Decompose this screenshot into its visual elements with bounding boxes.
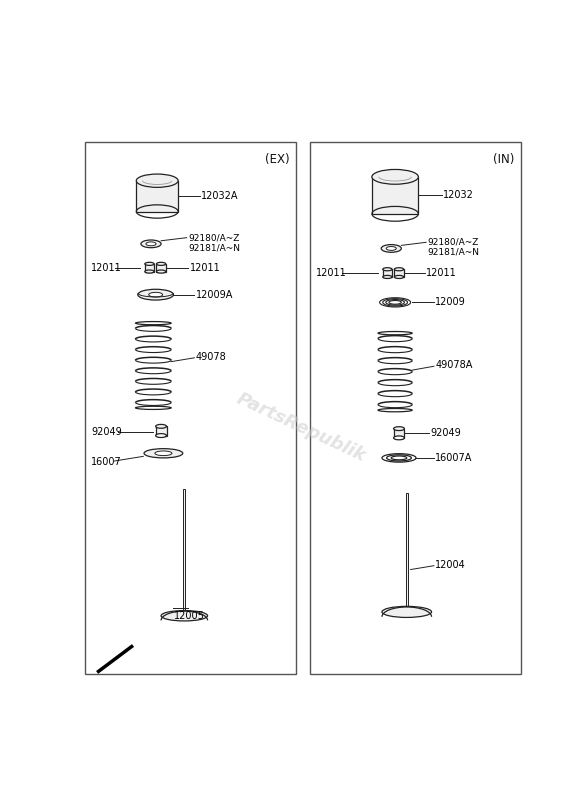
Text: (IN): (IN) — [493, 153, 514, 166]
Ellipse shape — [136, 174, 178, 187]
Ellipse shape — [383, 275, 392, 278]
Ellipse shape — [149, 292, 163, 297]
Text: 12009A: 12009A — [196, 290, 233, 300]
Text: 92181/A~N: 92181/A~N — [427, 248, 480, 257]
Ellipse shape — [382, 606, 432, 618]
Bar — [156, 264, 166, 271]
Text: 16007A: 16007A — [436, 453, 473, 463]
Text: (EX): (EX) — [265, 153, 290, 166]
Text: 12005: 12005 — [174, 610, 205, 621]
Ellipse shape — [393, 436, 405, 440]
Ellipse shape — [155, 451, 172, 455]
Text: 12009: 12009 — [436, 298, 466, 307]
Bar — [406, 493, 408, 612]
Text: 12011: 12011 — [316, 268, 347, 278]
Text: 92049: 92049 — [431, 428, 462, 438]
Bar — [136, 181, 178, 211]
Bar — [183, 489, 185, 616]
Ellipse shape — [156, 270, 166, 273]
Ellipse shape — [372, 170, 419, 184]
Text: 92180/A~Z: 92180/A~Z — [427, 238, 479, 246]
Text: 12004: 12004 — [436, 560, 466, 570]
Ellipse shape — [156, 434, 166, 438]
Ellipse shape — [156, 425, 166, 428]
Text: PartsRepublik: PartsRepublik — [234, 390, 369, 465]
Bar — [156, 426, 166, 435]
Ellipse shape — [156, 262, 166, 266]
Bar — [383, 270, 392, 277]
Bar — [85, 142, 296, 674]
Text: 12011: 12011 — [426, 268, 457, 278]
Text: 49078A: 49078A — [436, 361, 473, 370]
Text: 12032A: 12032A — [201, 191, 239, 201]
Text: 12011: 12011 — [91, 262, 122, 273]
Ellipse shape — [395, 268, 403, 270]
Ellipse shape — [141, 240, 161, 248]
Text: 49078: 49078 — [196, 352, 227, 362]
Text: 12032: 12032 — [443, 190, 474, 200]
Text: 92180/A~Z: 92180/A~Z — [188, 233, 239, 242]
Ellipse shape — [383, 268, 392, 270]
Bar — [393, 429, 405, 438]
Ellipse shape — [146, 242, 156, 246]
Text: 92181/A~N: 92181/A~N — [188, 243, 240, 252]
Ellipse shape — [145, 270, 154, 273]
Text: 92049: 92049 — [91, 427, 122, 438]
Ellipse shape — [161, 610, 208, 621]
Ellipse shape — [386, 246, 396, 250]
Ellipse shape — [138, 290, 173, 300]
Text: 16007: 16007 — [91, 457, 122, 466]
Text: 12011: 12011 — [190, 262, 220, 273]
Ellipse shape — [144, 449, 183, 458]
Bar — [310, 142, 521, 674]
Ellipse shape — [393, 426, 405, 430]
Bar — [145, 264, 154, 271]
Bar — [395, 270, 403, 277]
Ellipse shape — [381, 245, 402, 252]
Ellipse shape — [395, 275, 403, 278]
Bar — [372, 177, 419, 214]
FancyArrow shape — [101, 646, 132, 670]
Ellipse shape — [145, 262, 154, 266]
